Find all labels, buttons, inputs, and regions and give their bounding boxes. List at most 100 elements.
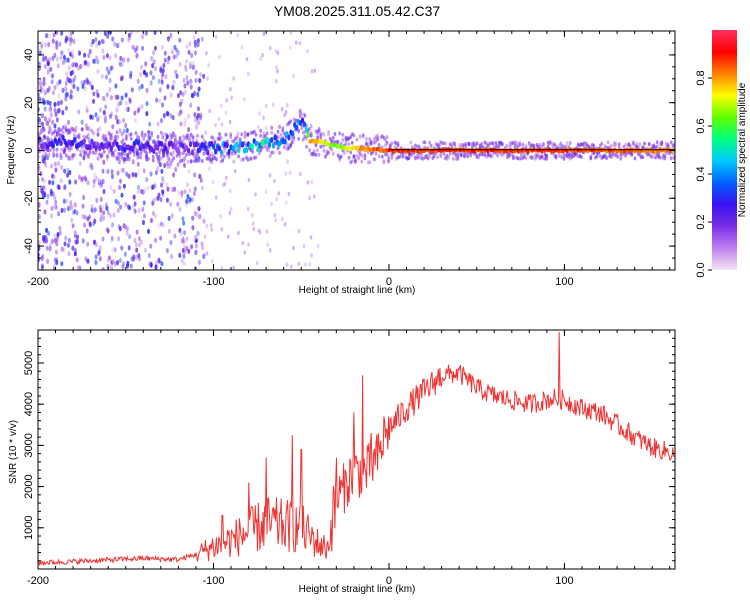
spectrogram-noise-cell: [71, 49, 74, 55]
spectrogram-noise-cell: [43, 116, 47, 122]
spectrogram-noise-cell: [62, 54, 66, 61]
spectrogram-noise-cell: [232, 265, 235, 270]
spectrogram-noise-cell: [77, 174, 81, 180]
spectrogram-noise-cell: [157, 257, 161, 263]
spectrogram-noise-cell: [71, 245, 75, 251]
spectrogram-noise-cell: [154, 264, 158, 270]
spectrogram-noise-cell: [45, 199, 49, 205]
spectrogram-noise-cell: [72, 83, 76, 89]
spectrogram-ridge-halo: [183, 155, 187, 160]
spectrogram-ridge-halo: [175, 153, 179, 158]
spectrogram-noise-cell: [232, 76, 235, 81]
spectrogram-ridge-halo: [120, 152, 124, 157]
spectrogram-noise-cell: [100, 73, 104, 79]
spectrogram-noise-cell: [154, 45, 157, 51]
spectrogram-noise-cell: [119, 167, 123, 173]
spectrogram-noise-cell: [136, 161, 140, 167]
spectrogram-noise-cell: [275, 65, 278, 70]
spectrogram-noise-cell: [218, 55, 221, 60]
spectrogram-ridge-halo: [109, 133, 112, 138]
spectrogram-noise-cell: [192, 190, 196, 197]
spectrogram-noise-cell: [135, 52, 139, 58]
spectrogram-noise-cell: [97, 250, 101, 256]
spectrogram-noise-cell: [120, 76, 123, 82]
spectrogram-ridge-halo: [85, 126, 89, 131]
spectrogram-ridge-halo: [600, 141, 604, 146]
spectrogram-noise-cell: [118, 226, 122, 232]
spectrogram-noise-cell: [173, 233, 177, 239]
spectrogram-ridge-halo: [77, 133, 81, 137]
spectrogram-ridge-halo: [638, 142, 642, 147]
spectrogram-noise-cell: [179, 103, 182, 108]
spectrogram-ridge-halo: [139, 155, 143, 160]
spectrogram-noise-cell: [247, 71, 250, 77]
spectrogram-noise-cell: [183, 118, 187, 124]
spectrogram-noise-cell: [122, 156, 126, 162]
spectrogram-ridge-halo: [96, 156, 100, 161]
spectrogram-noise-cell: [143, 213, 146, 219]
spectrogram-noise-cell: [310, 253, 313, 258]
spectrogram-noise-cell: [169, 201, 173, 207]
spectrogram-ridge-halo: [505, 143, 509, 148]
spectrogram-ridge-halo: [229, 132, 233, 137]
spectrogram-ridge-halo: [150, 133, 154, 138]
spectrogram-ridge-cell: [217, 145, 221, 152]
spectrogram-noise-cell: [71, 81, 74, 87]
spectrogram-noise-cell: [50, 205, 54, 211]
spectrogram-noise-cell: [308, 196, 311, 201]
spectrogram-noise-cell: [42, 55, 46, 61]
spectrogram-ridge-halo: [388, 143, 392, 148]
spectrogram-noise-cell: [38, 202, 41, 208]
snr-xtick-label: -100: [202, 575, 224, 587]
spectrogram-noise-cell: [122, 261, 125, 267]
spectrogram-noise-cell: [53, 85, 57, 91]
spectrogram-ridge-halo: [142, 137, 146, 141]
spectrogram-noise-cell: [124, 92, 128, 98]
spectrogram-noise-cell: [64, 80, 68, 86]
spectrogram-ridge-halo: [194, 158, 198, 163]
spectrogram-noise-cell: [225, 98, 228, 103]
spectrogram-noise-cell: [68, 191, 72, 197]
spectrogram-noise-cell: [179, 121, 183, 127]
spectrogram-noise-cell: [71, 69, 75, 75]
spectrogram-noise-cell: [137, 256, 141, 262]
spectrogram-noise-cell: [181, 238, 185, 244]
spectrogram-noise-cell: [180, 193, 184, 198]
spectrogram-noise-cell: [194, 117, 197, 123]
spectrogram-noise-cell: [133, 117, 137, 123]
spectrogram-noise-cell: [153, 196, 157, 202]
spectrogram-ridge-halo: [614, 142, 618, 147]
spectrogram-noise-cell: [133, 110, 137, 116]
spectrogram-ridge-cell: [214, 148, 218, 155]
spectrogram-noise-cell: [118, 184, 122, 190]
spectrogram-ridge-halo: [303, 113, 307, 118]
spectrogram-noise-cell: [185, 245, 189, 252]
spectrogram-noise-cell: [51, 73, 55, 79]
spectrogram-noise-cell: [313, 68, 317, 73]
spectrogram-noise-cell: [125, 127, 129, 134]
spectrogram-noise-cell: [38, 240, 41, 246]
spectrogram-noise-cell: [173, 44, 177, 51]
spectrogram-noise-cell: [120, 95, 124, 101]
spectrogram-noise-cell: [224, 110, 228, 115]
spectrogram-noise-cell: [124, 201, 128, 207]
colorbar-tick-label: 0.2: [695, 214, 707, 229]
spectrogram-noise-cell: [166, 197, 169, 203]
spectrogram-noise-cell: [157, 158, 161, 164]
spectrogram-noise-cell: [195, 125, 198, 130]
spectrogram-noise-cell: [144, 247, 147, 253]
spectrogram-ridge-halo: [271, 150, 275, 155]
spectrogram-noise-cell: [45, 227, 48, 233]
spectrogram-noise-cell: [73, 208, 77, 214]
spectrogram-noise-cell: [159, 196, 163, 203]
spectrogram-ridge-halo: [324, 154, 327, 159]
spectrogram-noise-cell: [48, 246, 52, 252]
spectrogram-ridge-halo: [319, 135, 323, 140]
spectrogram-noise-cell: [196, 38, 200, 44]
spectrogram-noise-cell: [150, 184, 154, 190]
spectrogram-ridge-halo: [339, 154, 343, 159]
spectrogram-ridge-cell: [159, 140, 164, 147]
spectrogram-noise-cell: [172, 54, 176, 60]
spectrogram-ridge-halo: [350, 159, 354, 164]
spectrogram-noise-cell: [201, 185, 204, 190]
